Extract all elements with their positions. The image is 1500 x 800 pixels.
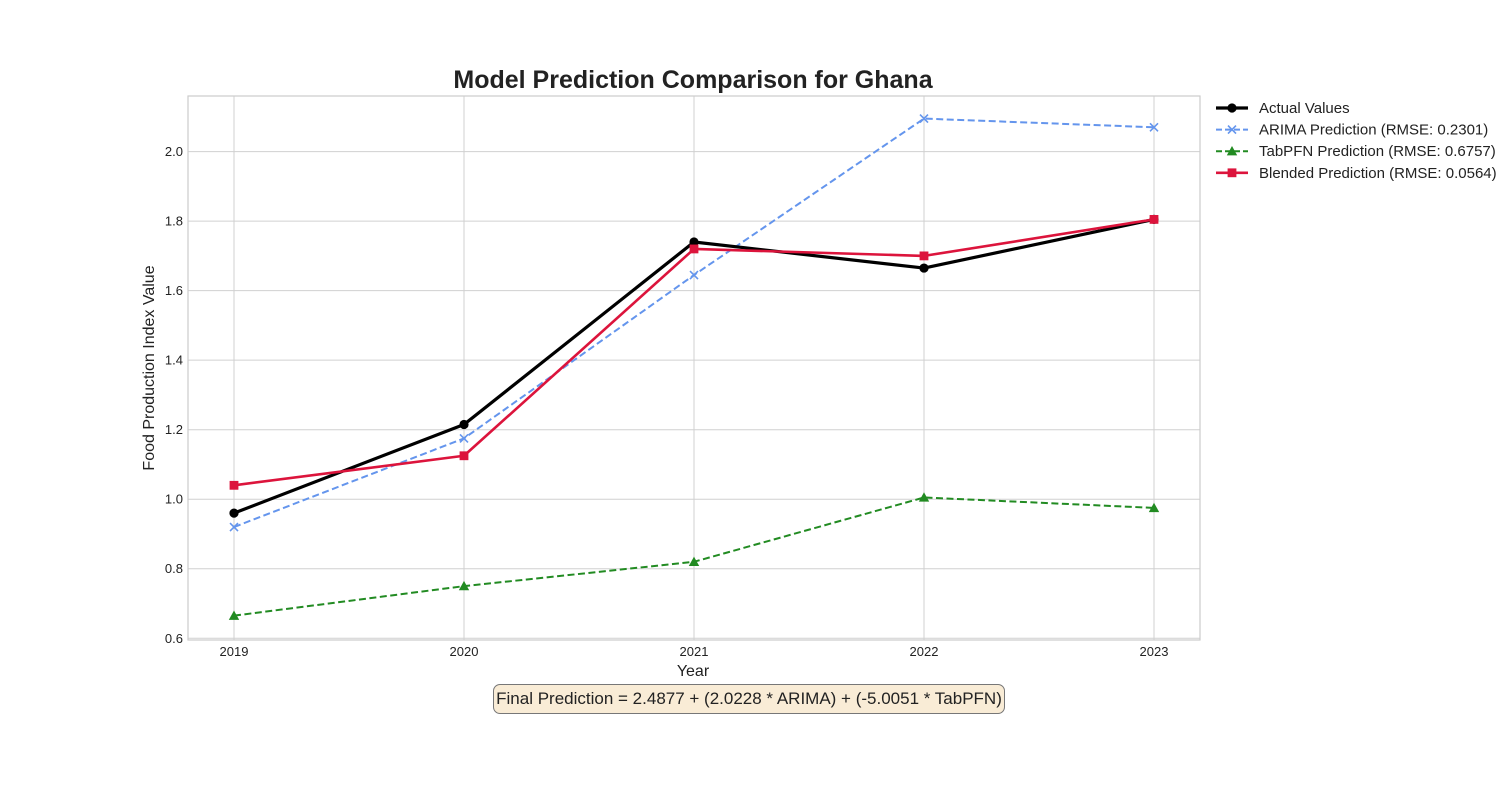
legend-label: TabPFN Prediction (RMSE: 0.6757) xyxy=(1259,143,1496,160)
legend-label: Actual Values xyxy=(1259,100,1350,117)
legend-swatch-marker xyxy=(1226,146,1238,156)
data-point xyxy=(459,451,469,461)
data-point xyxy=(919,263,929,273)
legend-item: TabPFN Prediction (RMSE: 0.6757) xyxy=(1216,143,1496,160)
data-point xyxy=(1149,214,1159,224)
y-tick-label: 1.6 xyxy=(165,283,183,298)
plot-area-frame xyxy=(187,95,1201,641)
y-tick-label: 1.8 xyxy=(165,214,183,229)
y-tick-label: 0.6 xyxy=(165,631,183,646)
data-point xyxy=(458,580,470,591)
formula-annotation: Final Prediction = 2.4877 + (2.0228 * AR… xyxy=(493,684,1005,714)
x-axis-label: Year xyxy=(677,663,710,680)
x-tick-label: 2020 xyxy=(450,644,479,659)
data-point xyxy=(229,480,239,490)
data-point xyxy=(689,237,699,247)
x-tick-label: 2022 xyxy=(910,644,939,659)
legend-swatch-marker xyxy=(1227,125,1237,135)
data-point xyxy=(229,522,239,532)
chart-title: Model Prediction Comparison for Ghana xyxy=(453,66,933,94)
x-tick-label: 2021 xyxy=(680,644,709,659)
y-tick-label: 1.0 xyxy=(165,492,183,507)
data-point xyxy=(228,610,240,620)
legend-item: Actual Values xyxy=(1216,100,1350,117)
data-point xyxy=(459,419,469,430)
data-point xyxy=(689,244,699,254)
y-tick-label: 1.4 xyxy=(165,353,183,368)
legend-swatch-marker xyxy=(1227,103,1237,113)
series-2 xyxy=(228,492,1160,620)
legend: Actual Values ARIMA Prediction (RMSE: 0.2… xyxy=(1216,100,1497,182)
series-layer xyxy=(228,114,1160,620)
legend-swatch-marker xyxy=(1227,168,1237,178)
legend-label: Blended Prediction (RMSE: 0.0564) xyxy=(1259,165,1497,182)
data-point xyxy=(919,251,929,261)
data-point xyxy=(459,433,469,443)
data-point xyxy=(688,556,700,566)
data-point xyxy=(919,114,929,124)
data-point xyxy=(229,508,239,518)
x-tick-label: 2019 xyxy=(220,644,249,659)
series-3 xyxy=(229,214,1159,490)
x-tick-label: 2023 xyxy=(1140,644,1169,659)
y-tick-label: 1.2 xyxy=(165,422,183,437)
y-tick-label: 0.8 xyxy=(165,561,183,576)
data-point xyxy=(1148,502,1160,513)
legend-item: ARIMA Prediction (RMSE: 0.2301) xyxy=(1216,122,1488,139)
gridlines xyxy=(188,96,1200,640)
tick-labels: 2019 2020 2021 2022 2023 0.6 0.8 1.0 1.2 1.4 1.6 1.… xyxy=(165,144,1169,659)
data-point xyxy=(918,492,930,502)
y-tick-label: 2.0 xyxy=(165,144,183,159)
data-point xyxy=(689,270,699,280)
legend-item: Blended Prediction (RMSE: 0.0564) xyxy=(1216,165,1497,182)
series-1 xyxy=(229,114,1159,532)
legend-label: ARIMA Prediction (RMSE: 0.2301) xyxy=(1259,122,1488,139)
data-point xyxy=(1149,122,1159,132)
y-axis-label: Food Production Index Value xyxy=(141,265,158,470)
